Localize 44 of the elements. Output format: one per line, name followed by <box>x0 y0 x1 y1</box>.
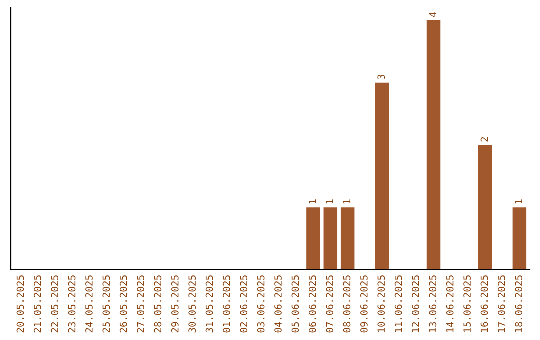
x-tick-label: 10.06.2025 <box>378 276 386 332</box>
x-tick-label: 08.06.2025 <box>343 276 351 333</box>
x-tick-label: 17.06.2025 <box>498 276 506 332</box>
bar <box>340 208 355 270</box>
data-label: 1 <box>343 200 351 204</box>
data-label: 2 <box>480 137 488 142</box>
x-tick-label: 02.06.2025 <box>240 276 248 333</box>
data-label: 4 <box>429 12 436 18</box>
x-tick-label: 20.05.2025 <box>16 276 24 333</box>
x-tick-label: 27.05.2025 <box>137 276 144 333</box>
x-tick-label: 22.05.2025 <box>51 276 59 333</box>
x-tick-label: 07.06.2025 <box>326 276 334 333</box>
x-tick-label: 31.05.2025 <box>206 276 214 333</box>
bar <box>478 145 492 270</box>
x-tick-label: 24.05.2025 <box>86 276 93 333</box>
x-tick-label: 05.06.2025 <box>292 276 300 333</box>
x-tick-label: 12.06.2025 <box>412 276 420 332</box>
x-tick-label: 13.06.2025 <box>429 276 437 332</box>
data-label: 1 <box>515 200 522 204</box>
x-tick-label: 25.05.2025 <box>102 276 110 333</box>
data-label: 1 <box>326 200 334 204</box>
data-label: 1 <box>309 200 316 204</box>
x-tick-label: 30.05.2025 <box>188 276 196 333</box>
x-tick-label: 18.06.2025 <box>515 276 523 332</box>
x-tick-label: 11.06.2025 <box>394 276 402 332</box>
bar <box>324 208 338 270</box>
x-tick-label: 03.06.2025 <box>257 276 265 333</box>
data-label: 3 <box>378 74 386 80</box>
bar <box>512 208 527 270</box>
x-tick-label: 09.06.2025 <box>360 276 368 333</box>
x-tick-label: 01.06.2025 <box>223 276 230 333</box>
x-tick-label: 23.05.2025 <box>68 276 76 333</box>
bar <box>306 208 320 270</box>
x-tick-label: 26.05.2025 <box>120 276 128 333</box>
x-tick-label: 16.06.2025 <box>480 276 488 332</box>
x-tick-label: 14.06.2025 <box>446 276 454 332</box>
x-tick-label: 15.06.2025 <box>464 276 471 332</box>
bar <box>426 20 441 270</box>
x-tick-label: 28.05.2025 <box>154 276 162 333</box>
x-tick-label: 06.06.2025 <box>308 276 316 333</box>
x-tick-label: 29.05.2025 <box>171 276 179 333</box>
x-tick-label: 21.05.2025 <box>34 276 42 333</box>
bar <box>375 82 390 270</box>
x-tick-label: 04.06.2025 <box>274 276 282 333</box>
